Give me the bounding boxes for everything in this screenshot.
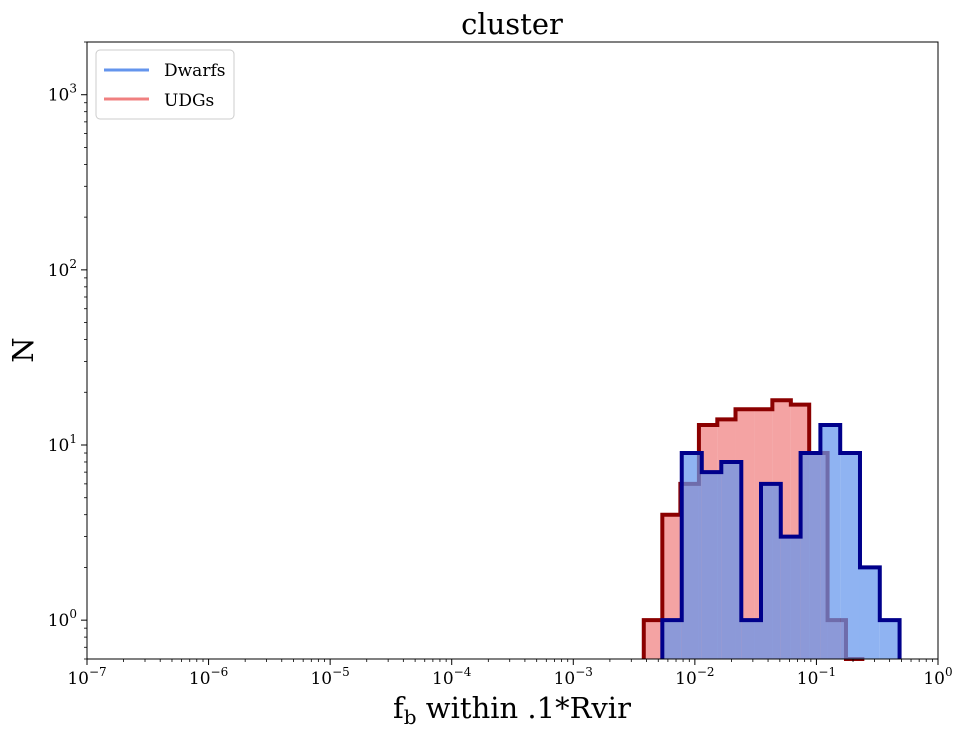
bar-dwarfs (741, 620, 762, 659)
bar-dwarfs (820, 425, 841, 659)
x-tick-label: 10−6 (189, 665, 228, 689)
bar-dwarfs (859, 567, 880, 659)
x-axis-label-sub: b (404, 705, 417, 729)
y-tick-label: 100 (48, 607, 77, 631)
x-tick-label: 10−5 (310, 665, 349, 689)
x-axis-label-main: f (393, 691, 406, 725)
bar-dwarfs (840, 453, 860, 659)
x-tick-label: 10−3 (554, 665, 593, 689)
bar-dwarfs (701, 472, 722, 659)
plot-frame (86, 41, 939, 660)
x-tick-label: 10−4 (432, 665, 472, 689)
y-tick-label: 103 (48, 82, 77, 106)
legend-label-udgs: UDGs (164, 91, 214, 111)
y-tick-label: 101 (48, 432, 77, 456)
x-tick-label: 10−1 (797, 665, 836, 689)
legend-label-dwarfs: Dwarfs (164, 61, 225, 81)
series-dwarfs (660, 423, 902, 659)
bar-dwarfs (879, 620, 900, 659)
x-axis-label: fb within .1*Rvir (393, 691, 631, 729)
bar-dwarfs (662, 620, 682, 659)
bar-dwarfs (681, 453, 702, 659)
y-tick-label: 102 (48, 257, 77, 281)
outline-dwarfs (660, 423, 902, 659)
legend-box (95, 49, 235, 120)
series-layer (641, 398, 902, 661)
y-axis-ticks: 100 101 102 103 (48, 41, 87, 660)
bar-udgs (643, 620, 663, 659)
x-tick-label: 10−2 (675, 665, 714, 689)
bar-dwarfs (721, 461, 742, 659)
legend: Dwarfs UDGs (95, 49, 235, 120)
bar-dwarfs (761, 483, 781, 659)
bar-dwarfs (780, 536, 801, 659)
x-axis-ticks: 10−7 10−6 10−5 10−4 10−3 10−2 10−1 100 (67, 659, 953, 689)
bar-dwarfs (800, 453, 821, 659)
x-tick-label: 10−7 (67, 665, 106, 689)
x-axis-label-rest: within .1*Rvir (417, 691, 631, 725)
y-axis-label: N (6, 337, 40, 362)
x-tick-label: 100 (923, 665, 952, 689)
chart-title: cluster (461, 7, 563, 41)
